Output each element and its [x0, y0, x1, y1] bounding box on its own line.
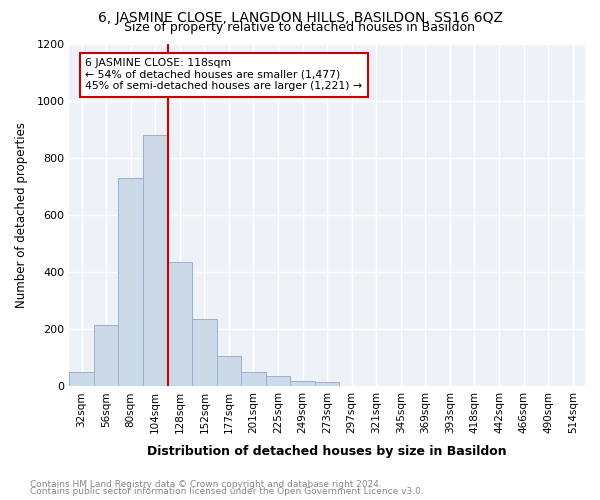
Text: Contains HM Land Registry data © Crown copyright and database right 2024.: Contains HM Land Registry data © Crown c…: [30, 480, 382, 489]
Text: 6, JASMINE CLOSE, LANGDON HILLS, BASILDON, SS16 6QZ: 6, JASMINE CLOSE, LANGDON HILLS, BASILDO…: [97, 11, 503, 25]
Bar: [290, 380, 315, 386]
Bar: [167, 262, 192, 386]
Text: 6 JASMINE CLOSE: 118sqm
← 54% of detached houses are smaller (1,477)
45% of semi: 6 JASMINE CLOSE: 118sqm ← 54% of detache…: [85, 58, 362, 92]
Text: Contains public sector information licensed under the Open Government Licence v3: Contains public sector information licen…: [30, 487, 424, 496]
Bar: [217, 356, 241, 386]
Bar: [70, 372, 94, 386]
Text: Size of property relative to detached houses in Basildon: Size of property relative to detached ho…: [125, 21, 476, 34]
Bar: [118, 178, 143, 386]
Y-axis label: Number of detached properties: Number of detached properties: [15, 122, 28, 308]
X-axis label: Distribution of detached houses by size in Basildon: Distribution of detached houses by size …: [148, 444, 507, 458]
Bar: [94, 325, 118, 386]
Bar: [192, 320, 217, 386]
Bar: [266, 376, 290, 386]
Bar: [315, 382, 340, 386]
Bar: [143, 136, 167, 386]
Bar: [241, 372, 266, 386]
